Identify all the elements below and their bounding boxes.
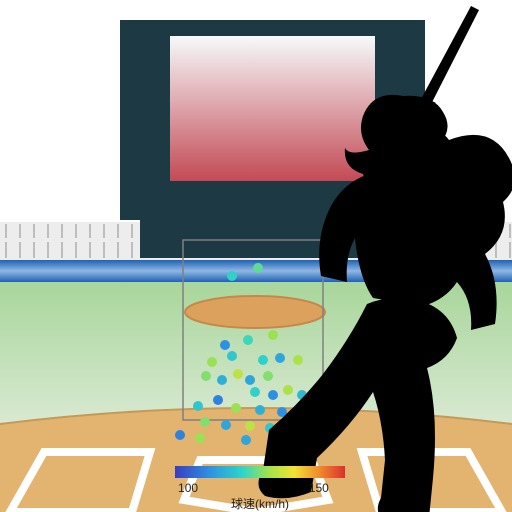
pitch-point — [221, 420, 231, 430]
colorbar-label: 球速(km/h) — [231, 497, 289, 511]
pitch-point — [207, 357, 217, 367]
pitch-point — [213, 395, 223, 405]
pitch-point — [217, 375, 227, 385]
pitch-point — [175, 430, 185, 440]
pitch-point — [268, 330, 278, 340]
pitch-point — [243, 335, 253, 345]
scoreboard-screen — [170, 36, 375, 181]
colorbar — [175, 466, 345, 478]
pitch-point — [241, 435, 251, 445]
pitch-point — [283, 385, 293, 395]
pitch-point — [255, 405, 265, 415]
pitch-point — [233, 369, 243, 379]
pitch-point — [227, 271, 237, 281]
pitchers-mound — [185, 296, 325, 328]
colorbar-tick: 150 — [309, 481, 329, 495]
pitch-point — [231, 403, 241, 413]
pitch-point — [250, 387, 260, 397]
pitch-point — [293, 355, 303, 365]
pitch-point — [201, 371, 211, 381]
pitch-point — [227, 351, 237, 361]
pitch-point — [253, 263, 263, 273]
pitch-point — [245, 421, 255, 431]
colorbar-tick: 100 — [178, 481, 198, 495]
pitch-point — [245, 375, 255, 385]
pitch-point — [275, 353, 285, 363]
pitch-point — [258, 355, 268, 365]
pitch-point — [200, 417, 210, 427]
pitch-point — [220, 340, 230, 350]
pitch-point — [193, 401, 203, 411]
pitch-point — [268, 390, 278, 400]
pitch-point — [263, 371, 273, 381]
pitch-point — [195, 433, 205, 443]
pitch-location-diagram: 100 150 球速(km/h) — [0, 0, 512, 512]
